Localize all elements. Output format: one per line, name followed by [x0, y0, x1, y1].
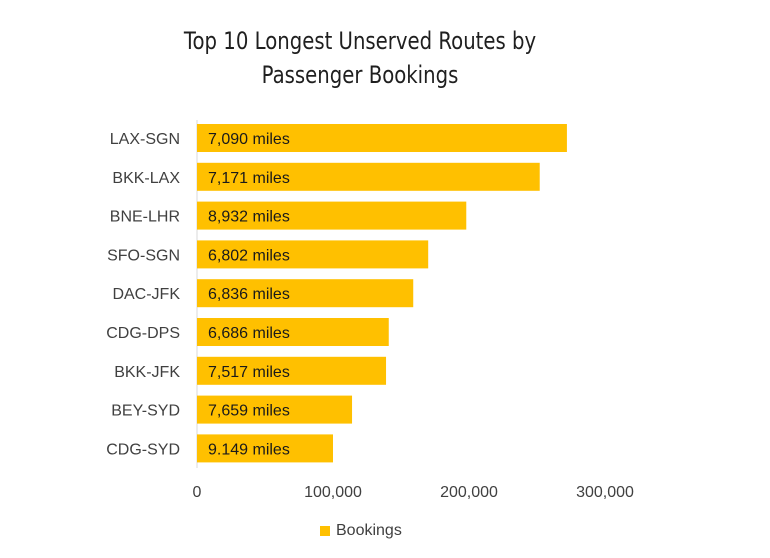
bar-bkk-lax [197, 162, 540, 191]
category-label: LAX-SGN [110, 131, 180, 148]
bar-bne-lhr [197, 201, 467, 230]
chart-title: Top 10 Longest Unserved Routes by Passen… [171, 24, 548, 92]
data-label: 9.149 miles [208, 441, 290, 458]
chart-title-line-2: Passenger Bookings [261, 61, 459, 89]
category-label: CDG-DPS [106, 325, 180, 342]
bar-bey-syd [197, 395, 353, 424]
category-label: BEY-SYD [111, 403, 180, 420]
data-label: 7,517 miles [208, 364, 290, 381]
x-tick-label: 100,000 [304, 484, 362, 501]
bar-cdg-syd [197, 434, 333, 463]
bar-dac-jfk [197, 279, 414, 308]
category-label: DAC-JFK [112, 286, 180, 303]
data-label: 6,836 miles [208, 286, 290, 303]
data-label: 6,802 miles [208, 247, 290, 264]
category-label: BKK-JFK [114, 364, 180, 381]
bar-cdg-dps [197, 318, 389, 346]
data-label: 7,171 miles [208, 170, 290, 187]
x-tick-label: 300,000 [576, 484, 634, 501]
chart-legend: Bookings [320, 522, 402, 540]
bar-lax-sgn [197, 124, 567, 152]
category-label: BNE-LHR [110, 209, 180, 226]
bar-bkk-jfk [197, 356, 387, 385]
data-label: 7,659 miles [208, 403, 290, 420]
category-label: BKK-LAX [112, 170, 180, 187]
x-tick-label: 200,000 [440, 484, 498, 501]
category-label: SFO-SGN [107, 247, 180, 264]
category-label: CDG-SYD [106, 441, 180, 458]
legend-label-bookings: Bookings [336, 522, 402, 539]
legend-swatch-bookings [320, 526, 330, 536]
bar-sfo-sgn [197, 240, 429, 269]
data-label: 6,686 miles [208, 325, 290, 342]
data-label: 7,090 miles [208, 131, 290, 148]
chart-title-line-1: Top 10 Longest Unserved Routes by [183, 27, 537, 55]
data-label: 8,932 miles [208, 209, 290, 226]
x-tick-label: 0 [193, 484, 202, 501]
